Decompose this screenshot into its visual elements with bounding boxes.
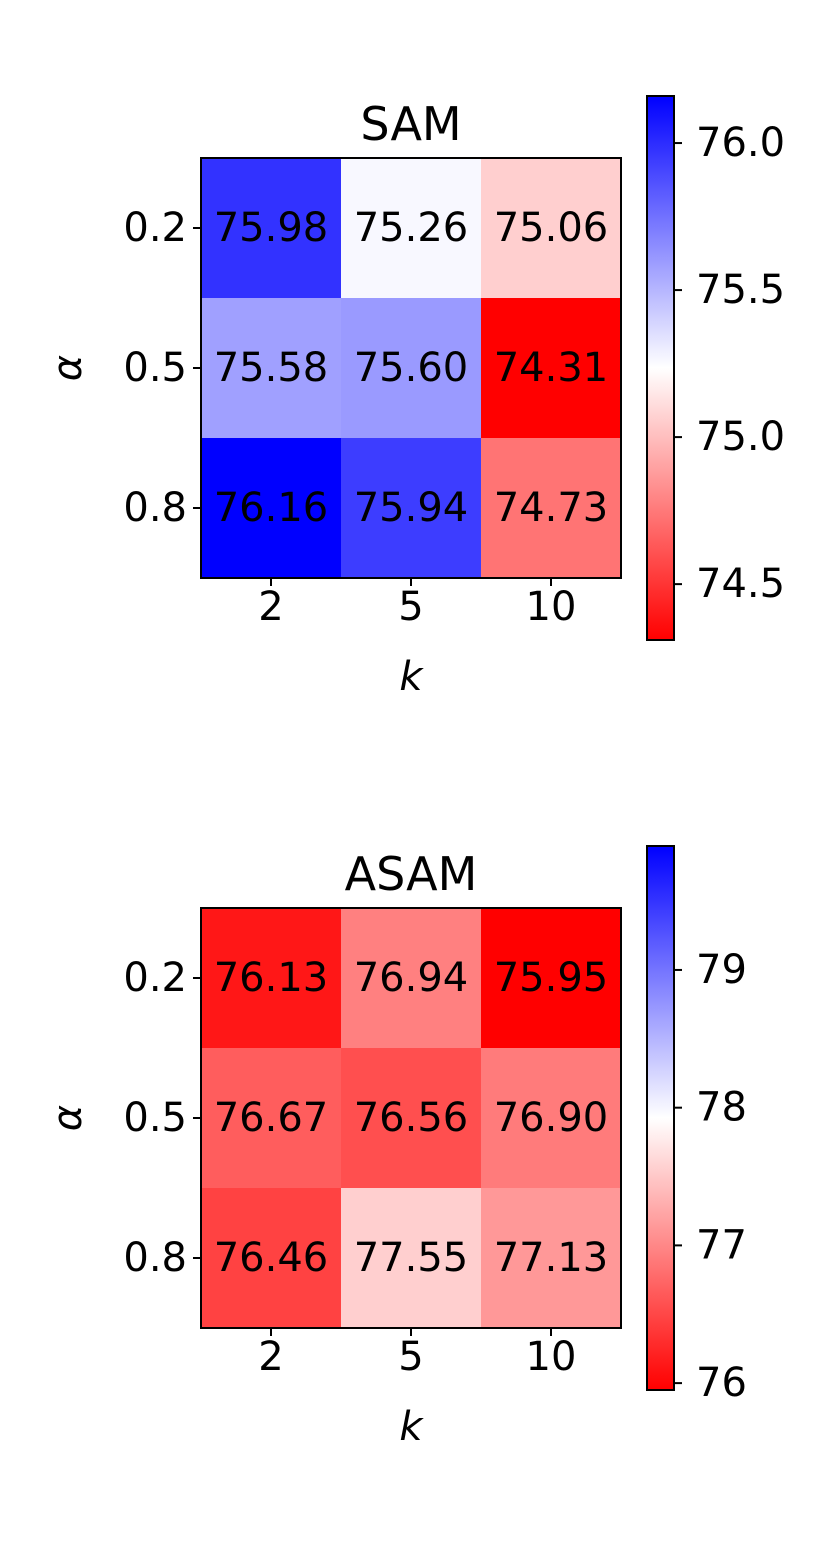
colorbar-tick-label: 76.0 — [696, 120, 785, 166]
heatmap-cell — [341, 1188, 482, 1329]
cell-label: 77.55 — [354, 1235, 469, 1281]
x-axis-label: k — [399, 654, 424, 700]
colorbar-tick-label: 74.5 — [696, 561, 785, 607]
heatmap-cell — [341, 1048, 482, 1189]
cell-label: 76.90 — [494, 1095, 609, 1141]
chart-title: SAM — [360, 97, 461, 151]
cell-label: 75.26 — [354, 205, 469, 251]
cell-label: 75.58 — [214, 345, 329, 391]
cell-label: 76.13 — [214, 955, 329, 1001]
cell-label: 75.94 — [354, 485, 469, 531]
heatmap-cell — [201, 158, 342, 299]
cell-label: 76.67 — [214, 1095, 329, 1141]
colorbar-tick-label: 76 — [696, 1360, 747, 1406]
heatmap-cell — [201, 438, 342, 579]
y-tick-label: 0.2 — [123, 205, 187, 251]
cell-label: 77.13 — [494, 1235, 609, 1281]
colorbar — [646, 845, 675, 1391]
heatmap-cell — [341, 158, 482, 299]
chart-title: ASAM — [345, 847, 478, 901]
cell-label: 75.95 — [494, 955, 609, 1001]
x-tick-label: 5 — [398, 1334, 423, 1380]
x-tick-label: 2 — [258, 584, 283, 630]
cell-label: 76.46 — [214, 1235, 329, 1281]
cell-label: 74.31 — [494, 345, 609, 391]
colorbar-tick-label: 75.0 — [696, 414, 785, 460]
cell-label: 76.56 — [354, 1095, 469, 1141]
heatmap-cell — [481, 158, 622, 299]
colorbar-tick-label: 78 — [696, 1085, 747, 1131]
x-axis-label: k — [399, 1404, 424, 1450]
heatmap-panel-2: 76.13 76.94 75.95 76.67 76.56 76.90 76.46 77.55… — [45, 845, 747, 1450]
heatmap-cell — [481, 908, 622, 1049]
cell-label: 75.06 — [494, 205, 609, 251]
x-tick-label: 10 — [526, 1334, 577, 1380]
cell-label: 76.16 — [214, 485, 329, 531]
y-tick-label: 0.8 — [123, 1235, 187, 1281]
heatmap-cell — [481, 1048, 622, 1189]
colorbar-tick-label: 77 — [696, 1222, 747, 1268]
heatmap-cell — [201, 1048, 342, 1189]
y-axis-label: α — [45, 355, 91, 381]
colorbar-tick-label: 75.5 — [696, 267, 785, 313]
y-tick-label: 0.8 — [123, 485, 187, 531]
cell-label: 76.94 — [354, 955, 469, 1001]
y-tick-label: 0.5 — [123, 1095, 187, 1141]
colorbar-tick-label: 79 — [696, 947, 747, 993]
cell-label: 75.60 — [354, 345, 469, 391]
y-axis-label: α — [45, 1105, 91, 1131]
y-tick-label: 0.2 — [123, 955, 187, 1001]
heatmap-cell — [341, 298, 482, 439]
y-tick-label: 0.5 — [123, 345, 187, 391]
x-tick-label: 5 — [398, 584, 423, 630]
cell-label: 74.73 — [494, 485, 609, 531]
heatmap-cell — [341, 908, 482, 1049]
heatmap-cell — [341, 438, 482, 579]
heatmap-cell — [201, 1188, 342, 1329]
x-tick-label: 10 — [526, 584, 577, 630]
heatmap-cell — [201, 298, 342, 439]
colorbar — [646, 95, 675, 641]
heatmap-cell — [481, 438, 622, 579]
cell-label: 75.98 — [214, 205, 329, 251]
heatmap-panel-1: 75.98 75.26 75.06 75.58 75.60 74.31 76.16 75.94… — [45, 95, 785, 700]
heatmap-cell — [481, 1188, 622, 1329]
heatmap-cell — [481, 298, 622, 439]
heatmap-cell — [201, 908, 342, 1049]
x-tick-label: 2 — [258, 1334, 283, 1380]
